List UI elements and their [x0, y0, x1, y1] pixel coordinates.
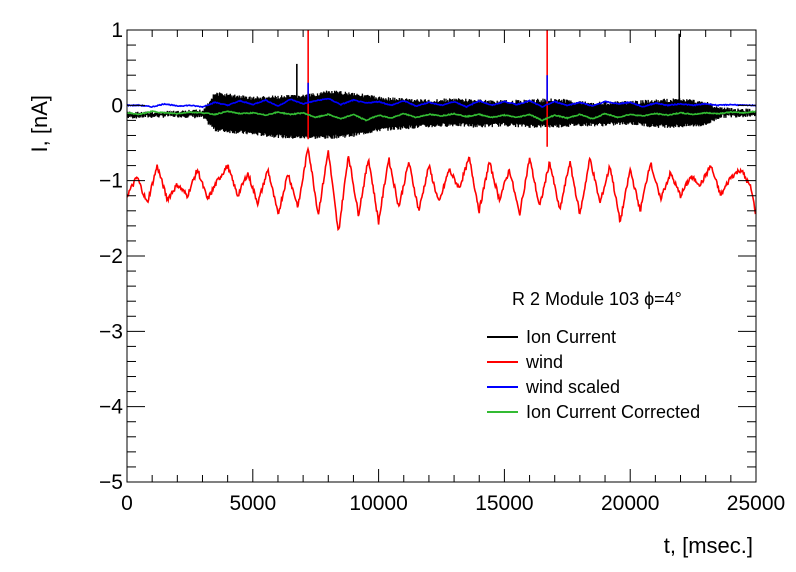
- legend-label: wind: [525, 352, 563, 372]
- series-line-path: [127, 97, 756, 109]
- legend: Ion Current wind wind scaled Ion Current Co…: [487, 327, 700, 422]
- x-tick-label: 5000: [229, 492, 276, 515]
- x-tick-label: 25000: [727, 492, 785, 515]
- x-axis-title: t, [msec.]: [664, 533, 753, 558]
- series-layer: [127, 30, 756, 232]
- legend-entry: Ion Current Corrected: [487, 402, 700, 422]
- legend-label: wind scaled: [525, 377, 620, 397]
- y-tick-label: −5: [99, 471, 123, 494]
- series-wind-scaled: [127, 75, 756, 109]
- y-tick-label: −1: [99, 170, 123, 193]
- y-tick-label: −2: [99, 245, 123, 268]
- legend-label: Ion Current: [526, 327, 616, 347]
- x-tick-label: 10000: [349, 492, 407, 515]
- y-tick-label: 1: [111, 19, 123, 42]
- axes-layer: 0 5000 10000 15000 20000 25000 −5 −4 −3 −2 −1 0 1: [99, 19, 785, 515]
- x-tick-label: 20000: [601, 492, 659, 515]
- x-tick-label: 0: [121, 492, 133, 515]
- legend-entry: wind scaled: [487, 377, 620, 397]
- series-line-path: [127, 146, 756, 232]
- series-ion-current-corrected: [127, 110, 756, 122]
- y-axis-title: I, [nA]: [27, 95, 52, 152]
- y-tick-label: −4: [99, 396, 123, 419]
- series-ion-current: [127, 33, 756, 140]
- x-tick-label: 15000: [475, 492, 533, 515]
- module-annotation: R 2 Module 103 ϕ=4°: [512, 289, 682, 309]
- legend-label: Ion Current Corrected: [526, 402, 700, 422]
- y-tick-label: −3: [99, 320, 123, 343]
- series-line-path: [127, 110, 756, 122]
- series-band-path: [127, 90, 756, 140]
- y-tick-label: 0: [111, 94, 123, 117]
- legend-entry: Ion Current: [487, 327, 616, 347]
- legend-entry: wind: [487, 352, 563, 372]
